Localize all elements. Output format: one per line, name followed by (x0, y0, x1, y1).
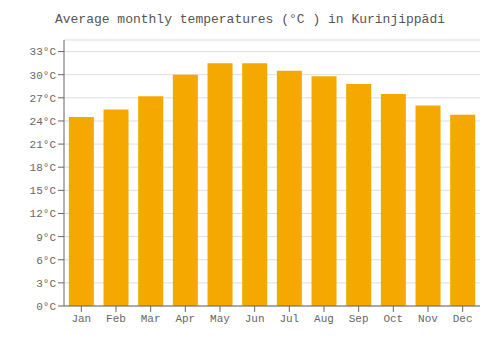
svg-text:Mar: Mar (141, 313, 161, 325)
svg-text:33°C: 33°C (30, 46, 57, 58)
svg-text:24°C: 24°C (30, 116, 57, 128)
svg-text:Aug: Aug (314, 313, 334, 325)
svg-text:Oct: Oct (383, 313, 403, 325)
svg-text:Nov: Nov (418, 313, 438, 325)
svg-text:Dec: Dec (453, 313, 473, 325)
svg-text:6°C: 6°C (36, 255, 56, 267)
svg-text:15°C: 15°C (30, 185, 57, 197)
svg-text:12°C: 12°C (30, 208, 57, 220)
html-text:Average monthly temperatures (: Average monthly temperatures (°C ) in Ku… (55, 12, 445, 27)
svg-text:0°C: 0°C (36, 301, 56, 313)
svg-text:21°C: 21°C (30, 139, 57, 151)
svg-text:Sep: Sep (349, 313, 369, 325)
svg-text:27°C: 27°C (30, 93, 57, 105)
svg-text:Jun: Jun (245, 313, 265, 325)
svg-text:May: May (210, 313, 230, 325)
svg-text:Apr: Apr (175, 313, 195, 325)
svg-text:Feb: Feb (106, 313, 126, 325)
svg-text:9°C: 9°C (36, 232, 56, 244)
svg-text:18°C: 18°C (30, 162, 57, 174)
svg-text:Jan: Jan (71, 313, 91, 325)
svg-text:3°C: 3°C (36, 278, 56, 290)
svg-text:Jul: Jul (279, 313, 299, 325)
svg-text:30°C: 30°C (30, 70, 57, 82)
